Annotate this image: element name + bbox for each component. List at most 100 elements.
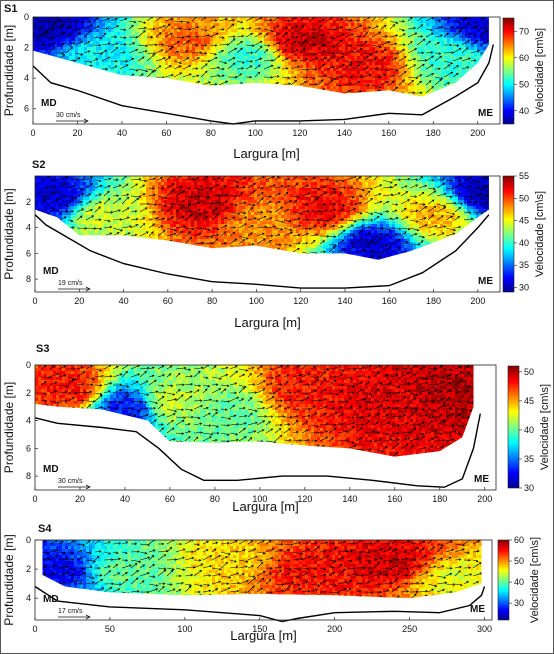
velocity-cell (132, 116, 135, 119)
velocity-cell (57, 35, 61, 39)
velocity-cell (246, 98, 249, 101)
velocity-cell (276, 71, 280, 75)
velocity-cell (108, 59, 112, 63)
velocity-cell (234, 101, 237, 104)
velocity-cell (102, 74, 106, 78)
velocity-cell (66, 68, 70, 72)
velocity-cell (159, 92, 163, 96)
velocity-cell (174, 83, 178, 87)
velocity-cell (75, 32, 79, 36)
velocity-cell (300, 89, 304, 93)
velocity-cell (216, 23, 220, 27)
velocity-cell (396, 86, 400, 90)
velocity-cell (57, 74, 61, 78)
velocity-cell (261, 116, 264, 119)
velocity-cell (240, 68, 244, 72)
velocity-cell (159, 47, 163, 51)
velocity-cell (153, 98, 156, 101)
velocity-cell (177, 89, 181, 93)
velocity-cell (219, 74, 223, 78)
velocity-cell (342, 23, 346, 27)
velocity-cell (135, 53, 139, 57)
velocity-cell (72, 98, 75, 101)
velocity-cell (381, 80, 385, 84)
velocity-cell (252, 62, 256, 66)
velocity-cell (237, 119, 240, 122)
velocity-cell (219, 110, 222, 113)
velocity-cell (342, 47, 346, 51)
velocity-cell (369, 68, 373, 72)
velocity-cell (210, 38, 214, 42)
velocity-cell (147, 38, 151, 42)
velocity-cell (123, 95, 127, 97)
velocity-cell (240, 74, 244, 78)
velocity-cell (405, 29, 409, 33)
velocity-cell (354, 86, 358, 90)
velocity-cell (369, 26, 373, 30)
velocity-cell (429, 68, 433, 72)
velocity-cell (96, 80, 100, 84)
velocity-cell (324, 26, 328, 30)
velocity-cell (246, 80, 250, 84)
velocity-cell (261, 26, 265, 30)
velocity-cell (96, 68, 100, 72)
velocity-cell (192, 107, 195, 110)
velocity-cell (57, 47, 61, 51)
velocity-cell (282, 23, 286, 27)
velocity-cell (342, 80, 346, 84)
velocity-cell (222, 83, 226, 87)
velocity-cell (72, 35, 76, 39)
velocity-cell (339, 113, 342, 116)
velocity-cell (78, 17, 82, 21)
velocity-cell (384, 116, 387, 119)
velocity-cell (75, 77, 79, 81)
velocity-cell (93, 71, 97, 75)
velocity-cell (153, 32, 157, 36)
velocity-cell (168, 89, 172, 93)
velocity-cell (426, 53, 430, 57)
velocity-cell (57, 77, 61, 81)
velocity-cell (372, 20, 376, 24)
velocity-cell (261, 29, 265, 33)
velocity-cell (36, 32, 40, 36)
velocity-cell (396, 92, 400, 96)
velocity-cell (198, 35, 202, 39)
velocity-cell (318, 32, 322, 36)
velocity-cell (363, 53, 367, 57)
velocity-cell (327, 62, 331, 66)
velocity-cell (279, 53, 283, 57)
velocity-cell (201, 83, 205, 87)
velocity-cell (33, 20, 37, 24)
velocity-cell (363, 68, 367, 72)
velocity-cell (444, 80, 448, 84)
velocity-cell (237, 53, 241, 57)
velocity-cell (360, 71, 364, 75)
velocity-cell (348, 113, 351, 116)
velocity-cell (378, 68, 382, 72)
velocity-cell (264, 98, 267, 101)
velocity-cell (258, 35, 262, 39)
velocity-cell (306, 89, 310, 93)
velocity-cell (237, 110, 240, 113)
velocity-cell (354, 50, 358, 54)
velocity-cell (411, 56, 415, 60)
velocity-cell (213, 44, 217, 48)
velocity-cell (165, 71, 169, 75)
velocity-cell (33, 110, 36, 113)
velocity-cell (141, 23, 145, 27)
velocity-cell (363, 92, 367, 96)
velocity-cell (291, 74, 295, 78)
velocity-cell (87, 116, 90, 119)
velocity-cell (213, 95, 217, 97)
velocity-cell (279, 86, 283, 90)
velocity-cell (342, 50, 346, 54)
velocity-cell (180, 101, 183, 104)
velocity-cell (54, 71, 58, 75)
velocity-cell (54, 53, 58, 57)
velocity-cell (297, 116, 300, 119)
velocity-cell (114, 17, 118, 21)
velocity-cell (387, 44, 391, 48)
velocity-cell (426, 98, 429, 101)
velocity-cell (432, 116, 435, 119)
velocity-cell (441, 56, 445, 60)
